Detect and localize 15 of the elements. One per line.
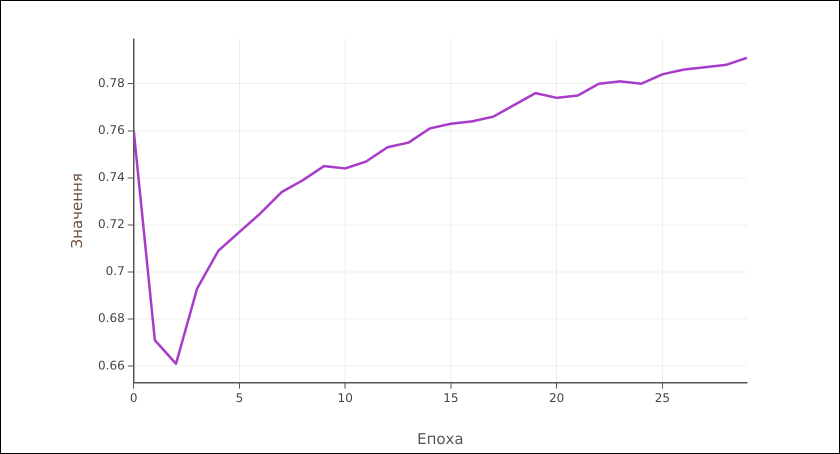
y-tick-label: 0.7: [106, 264, 125, 278]
y-tick-label: 0.66: [98, 358, 125, 372]
y-axis-title: Значення: [68, 173, 86, 248]
x-tick-label: 20: [549, 390, 564, 405]
y-tick-label: 0.78: [98, 76, 125, 90]
y-tick-label: 0.68: [98, 311, 125, 326]
x-tick-label: 0: [130, 390, 138, 405]
x-tick-label: 15: [443, 390, 459, 405]
y-tick-label: 0.72: [98, 217, 125, 232]
x-tick-label: 5: [236, 390, 244, 405]
x-axis-title: Епоха: [417, 430, 464, 448]
x-tick-label: 10: [338, 390, 353, 405]
x-tick-label: 25: [654, 390, 670, 405]
y-tick-label: 0.74: [98, 170, 125, 184]
y-tick-label: 0.76: [98, 122, 125, 137]
